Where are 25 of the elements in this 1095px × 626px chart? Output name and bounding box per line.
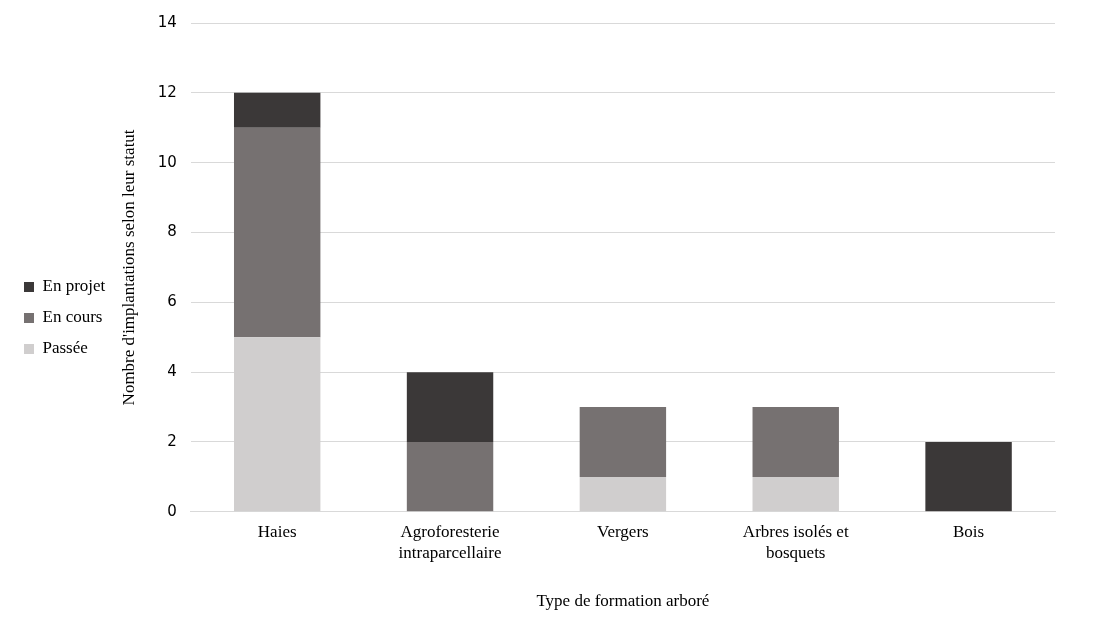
bar [925,441,1012,512]
bar [233,127,321,338]
legend-label: Passée [42,338,88,358]
bar [406,441,494,512]
bar [579,407,667,477]
bar [406,372,494,442]
x-tick-label: Haies [257,522,297,542]
y-tick-label: 12 [157,82,177,101]
x-tick-label: Arbres isolés et bosquets [742,522,849,562]
y-tick-label: 4 [167,362,177,381]
y-tick-label: 2 [167,431,177,450]
bar [233,92,321,128]
legend-label: En projet [42,276,106,296]
x-tick-label: Vergers [597,522,649,542]
y-tick-label: 14 [157,12,177,31]
y-tick-label: 10 [157,152,177,171]
y-tick-label: 8 [167,222,177,241]
y-tick-label: 0 [167,501,177,520]
x-tick-label: Agroforesterie intraparcellaire [398,522,502,562]
x-axis-title: Type de formation arboré [536,591,710,611]
x-tick-label: Bois [952,522,985,542]
y-axis-title: Nombre d'implantations selon leur statut [118,129,138,406]
legend-label: En cours [42,307,103,327]
bar [752,407,839,477]
y-tick-label: 6 [167,292,177,311]
